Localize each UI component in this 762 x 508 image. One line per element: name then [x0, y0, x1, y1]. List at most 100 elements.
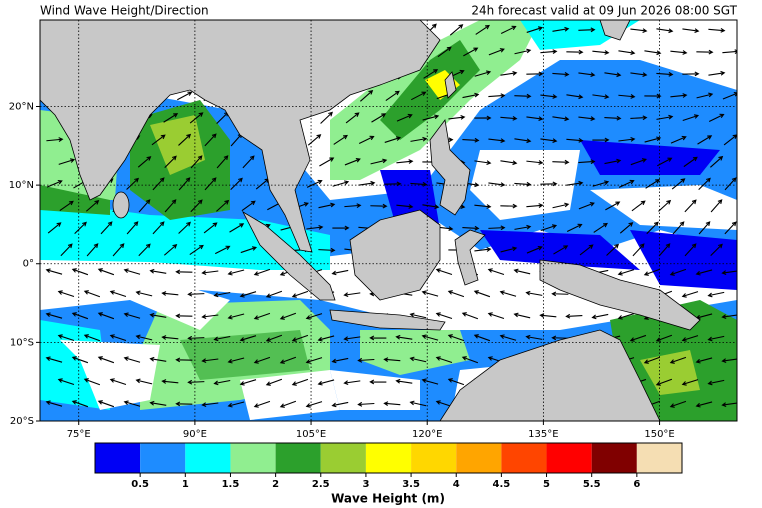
wind-arrow: [566, 49, 584, 55]
wind-arrow: [604, 158, 622, 165]
wind-arrow: [645, 179, 661, 189]
wind-arrow: [190, 155, 203, 169]
wind-arrow: [359, 89, 374, 102]
wind-arrow: [385, 90, 400, 102]
colorbar-label: Wave Height (m): [331, 492, 445, 506]
wind-arrow: [357, 401, 375, 407]
wind-arrow: [83, 290, 101, 298]
wind-arrow: [437, 46, 452, 58]
wind-arrow: [617, 269, 635, 276]
wind-arrow: [100, 221, 113, 235]
wind-arrow: [86, 243, 99, 257]
wind-arrow: [71, 268, 89, 276]
wind-arrow: [242, 155, 255, 169]
wind-arrow: [46, 137, 64, 142]
wind-arrow: [384, 136, 402, 143]
wind-arrow: [708, 70, 726, 76]
wind-arrow: [318, 202, 336, 209]
wind-arrow: [291, 334, 309, 342]
wind-arrow: [619, 222, 634, 234]
wind-arrow: [462, 225, 480, 231]
wind-arrow: [239, 379, 257, 386]
colorbar-tick-label: 1: [182, 479, 189, 490]
wind-arrow: [216, 199, 230, 212]
wind-arrow: [187, 335, 205, 341]
wind-arrow: [229, 223, 245, 233]
colorbar-tick-label: 1.5: [222, 479, 240, 490]
wind-arrow: [123, 356, 141, 363]
map-subtitle: 24h forecast valid at 09 Jun 2026 08:00 …: [471, 4, 737, 18]
wind-arrow: [175, 401, 193, 407]
colorbar: 0.5 1 1.5 2 2.5 3 3.5 4 4.5 5 5.5 6: [94, 442, 683, 490]
wind-arrow: [227, 357, 245, 364]
wind-arrow: [60, 243, 73, 257]
wind-arrow: [123, 268, 141, 275]
wind-arrow: [306, 179, 323, 188]
wind-arrow: [396, 159, 414, 164]
x-tick-label: 120°E: [412, 429, 442, 440]
wind-arrow: [474, 247, 492, 252]
y-tick-label: 10°N: [9, 180, 34, 191]
wind-arrow: [696, 49, 714, 55]
colorbar-segment: [320, 443, 366, 473]
wind-arrow: [138, 199, 151, 213]
wind-arrow: [461, 312, 479, 320]
wind-arrow: [578, 202, 595, 210]
wind-arrow: [74, 221, 87, 234]
wind-arrow: [123, 400, 141, 407]
wind-arrow: [473, 334, 491, 342]
map-area: [40, 20, 737, 421]
wind-arrow: [593, 222, 608, 233]
wind-arrow: [606, 243, 620, 256]
wind-arrow: [722, 49, 737, 55]
wind-arrow: [135, 378, 153, 385]
wind-arrow: [513, 312, 531, 319]
wind-arrow: [123, 312, 141, 319]
wind-arrow: [552, 71, 570, 77]
wind-arrow: [488, 138, 506, 143]
wind-arrow: [409, 400, 427, 407]
wind-arrow: [707, 335, 725, 342]
wind-arrow: [189, 244, 204, 255]
wind-arrow: [710, 199, 723, 213]
wind-arrow: [396, 113, 413, 122]
y-tick-label: 20°S: [10, 416, 34, 427]
wind-arrow: [630, 158, 647, 166]
wind-arrow: [707, 291, 725, 298]
colorbar-tick-label: 6: [633, 479, 640, 490]
wind-arrow: [525, 334, 543, 340]
wind-arrow: [320, 111, 333, 124]
y-tick-label: 20°N: [9, 101, 34, 112]
colorbar-tick-label: 4.5: [493, 479, 511, 490]
wind-arrow: [643, 356, 661, 364]
wind-arrow: [422, 204, 440, 210]
wind-arrow: [695, 357, 713, 364]
wind-arrow: [213, 335, 231, 342]
wind-arrow: [213, 291, 231, 298]
wind-arrow: [487, 312, 505, 320]
wind-arrow: [291, 378, 309, 386]
wind-arrow: [45, 268, 63, 275]
wind-arrow: [71, 400, 89, 408]
wind-arrow: [409, 312, 427, 319]
wind-arrow: [369, 335, 387, 341]
wind-arrow: [395, 378, 413, 384]
wind-arrow: [707, 379, 725, 386]
colorbar-tick-label: 3.5: [402, 479, 420, 490]
wind-arrow: [409, 356, 427, 363]
wind-arrow: [474, 204, 492, 209]
wind-arrow: [658, 243, 671, 257]
wind-arrow: [500, 70, 518, 76]
wind-arrow: [163, 244, 178, 256]
wind-arrow: [499, 334, 517, 341]
wind-arrow: [514, 48, 532, 55]
wind-arrow: [682, 71, 700, 77]
wind-arrow: [695, 269, 713, 276]
wind-arrow: [396, 204, 414, 209]
wind-arrow: [253, 268, 271, 276]
wind-arrow: [204, 133, 217, 147]
wind-arrow: [216, 155, 229, 169]
wind-arrow: [488, 225, 506, 231]
land: [40, 20, 701, 421]
wind-arrow: [319, 157, 335, 167]
